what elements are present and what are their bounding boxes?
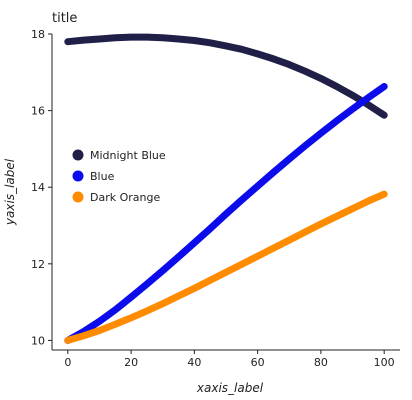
- legend-swatch-dark-orange: [72, 191, 84, 203]
- y-tick-label: 16: [31, 105, 45, 118]
- series-layer: [64, 33, 388, 344]
- x-ticks: 0 20 40 60 80 100: [64, 350, 395, 369]
- y-tick-label: 14: [31, 181, 45, 194]
- x-tick-label: 80: [314, 356, 328, 369]
- legend-label-blue: Blue: [90, 170, 115, 183]
- legend: Midnight Blue Blue Dark Orange: [72, 149, 166, 204]
- y-axis-title: yaxis_label: [3, 158, 17, 226]
- series-line-midnight-blue: [64, 33, 388, 119]
- y-ticks: 10 12 14 16 18: [31, 28, 52, 347]
- x-tick-label: 60: [251, 356, 265, 369]
- y-tick-label: 18: [31, 28, 45, 41]
- y-tick-label: 12: [31, 258, 45, 271]
- x-tick-label: 20: [124, 356, 138, 369]
- x-axis-title: xaxis_label: [196, 381, 264, 395]
- series-line-blue: [64, 83, 388, 344]
- legend-swatch-midnight-blue: [72, 149, 84, 161]
- y-tick-label: 10: [31, 334, 45, 347]
- chart-title: title: [52, 11, 77, 26]
- x-tick-label: 40: [187, 356, 201, 369]
- x-tick-label: 100: [374, 356, 395, 369]
- axes-layer: [51, 34, 400, 351]
- legend-label-dark-orange: Dark Orange: [90, 191, 160, 204]
- series-line-dark-orange: [64, 190, 388, 344]
- x-tick-label: 0: [64, 356, 71, 369]
- legend-label-midnight-blue: Midnight Blue: [90, 149, 166, 162]
- legend-swatch-blue: [72, 170, 84, 182]
